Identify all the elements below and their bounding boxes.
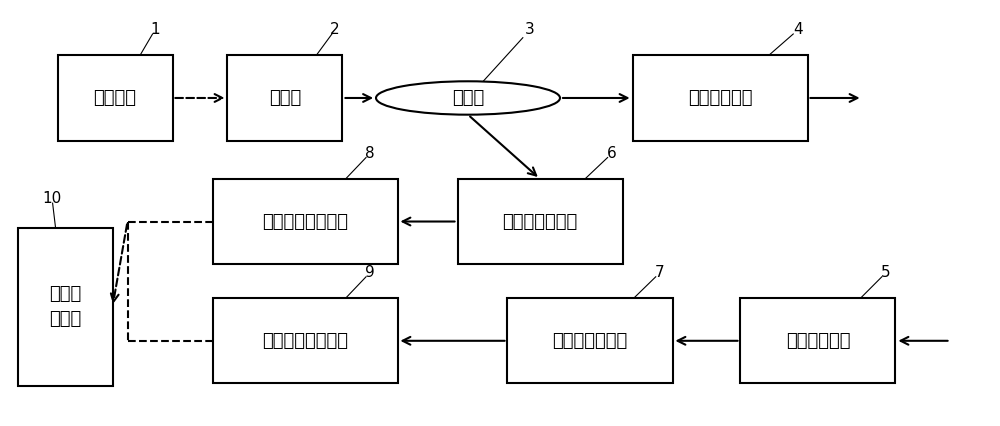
Bar	[212, 179, 398, 264]
Text: 第一脉冲记录模块: 第一脉冲记录模块	[262, 213, 348, 230]
Bar	[633, 55, 808, 141]
Text: 6: 6	[607, 146, 617, 161]
Text: 第二光电探测器: 第二光电探测器	[552, 332, 628, 350]
Bar	[740, 298, 895, 383]
Bar	[18, 228, 112, 386]
Bar	[212, 298, 398, 383]
Text: 发射光学系统: 发射光学系统	[688, 89, 752, 107]
Text: 10: 10	[42, 190, 62, 206]
Text: 8: 8	[365, 146, 375, 161]
Text: 9: 9	[365, 265, 375, 280]
Bar	[458, 179, 622, 264]
Text: 耦合器: 耦合器	[452, 89, 484, 107]
Text: 3: 3	[525, 22, 535, 37]
Text: 2: 2	[330, 22, 340, 37]
Text: 第一光电探测器: 第一光电探测器	[502, 213, 578, 230]
Bar	[58, 55, 173, 141]
Text: 7: 7	[655, 265, 665, 280]
Text: 激光器: 激光器	[269, 89, 301, 107]
Text: 接收光学系统: 接收光学系统	[786, 332, 850, 350]
Text: 信号处
理模块: 信号处 理模块	[49, 285, 81, 328]
Text: 控制模块: 控制模块	[94, 89, 136, 107]
Bar	[227, 55, 342, 141]
Text: 5: 5	[881, 265, 891, 280]
Ellipse shape	[376, 81, 560, 115]
Text: 1: 1	[150, 22, 160, 37]
Text: 4: 4	[793, 22, 803, 37]
Text: 第二脉冲记录模块: 第二脉冲记录模块	[262, 332, 348, 350]
Bar	[507, 298, 672, 383]
